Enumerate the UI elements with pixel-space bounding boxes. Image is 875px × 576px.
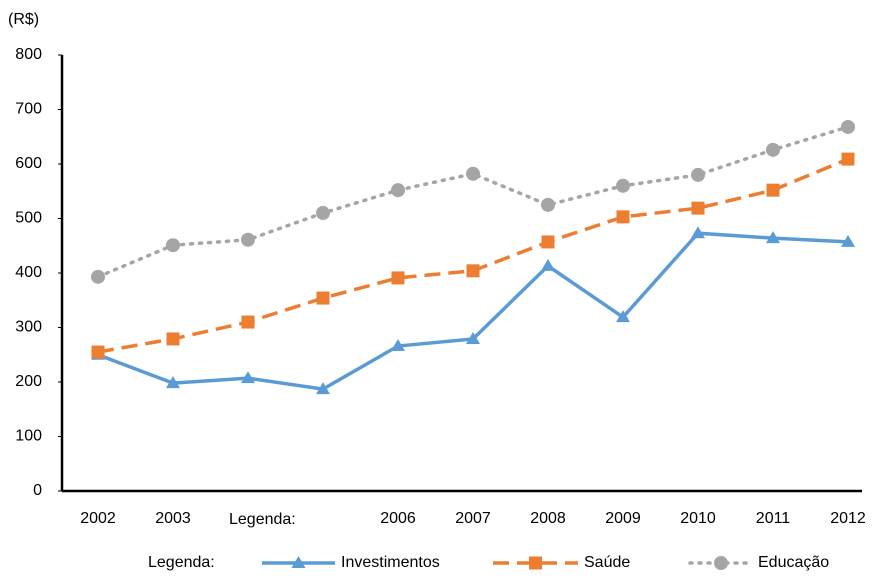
- marker: [616, 310, 630, 323]
- marker: [766, 142, 780, 157]
- legend-label: Investimentos: [341, 554, 440, 571]
- marker: [166, 238, 180, 253]
- legend-label: Saúde: [584, 554, 630, 571]
- marker: [241, 232, 255, 247]
- y-tick-label: 600: [15, 155, 42, 172]
- y-tick-label: 0: [33, 482, 42, 499]
- marker: [841, 119, 855, 134]
- x-tick-label: 2002: [80, 510, 116, 527]
- x-tick-label: 2006: [380, 510, 416, 527]
- x-tick-label: 2008: [530, 510, 566, 527]
- marker: [691, 201, 705, 215]
- marker: [529, 556, 542, 570]
- marker: [391, 339, 405, 352]
- y-tick-label: 200: [15, 373, 42, 390]
- x-tick-label: 2009: [605, 510, 641, 527]
- y-tick-label: 100: [15, 428, 42, 445]
- marker: [391, 183, 405, 198]
- x-tick-label: 2007: [455, 510, 491, 527]
- marker: [391, 271, 405, 285]
- marker: [714, 556, 728, 570]
- y-tick-label: 700: [15, 101, 42, 118]
- marker: [841, 152, 855, 166]
- unit-label: (R$): [8, 11, 39, 28]
- series-line: [97, 231, 849, 391]
- marker: [766, 231, 780, 244]
- marker: [91, 345, 105, 359]
- marker: [466, 166, 480, 181]
- annotation: Legenda:: [229, 511, 296, 528]
- y-tick-label: 500: [15, 210, 42, 227]
- marker: [166, 376, 180, 389]
- marker: [616, 178, 630, 193]
- marker: [91, 269, 105, 284]
- series-line: [96, 125, 850, 279]
- series-line: [97, 157, 849, 354]
- marker: [541, 235, 555, 249]
- x-tick-label: 2012: [830, 510, 866, 527]
- annotation-bg: [222, 506, 342, 532]
- marker: [466, 264, 480, 278]
- marker: [616, 210, 630, 224]
- marker: [841, 234, 855, 247]
- marker: [691, 167, 705, 182]
- marker: [466, 331, 480, 344]
- x-tick-label: 2003: [155, 510, 191, 527]
- marker: [766, 183, 780, 197]
- y-tick-label: 300: [15, 319, 42, 336]
- legend-label: Educação: [758, 554, 829, 571]
- y-tick-label: 800: [15, 46, 42, 63]
- marker: [691, 226, 705, 239]
- marker: [316, 291, 330, 305]
- x-tick-label: 2010: [680, 510, 716, 527]
- x-tick-label: 2011: [756, 510, 791, 527]
- marker: [241, 371, 255, 384]
- legend-title: Legenda:: [148, 554, 215, 571]
- marker: [241, 315, 255, 329]
- marker: [541, 197, 555, 212]
- marker: [166, 332, 180, 346]
- marker: [541, 258, 555, 271]
- marker: [291, 556, 306, 568]
- y-tick-label: 400: [15, 264, 42, 281]
- marker: [316, 382, 330, 395]
- marker: [316, 206, 330, 221]
